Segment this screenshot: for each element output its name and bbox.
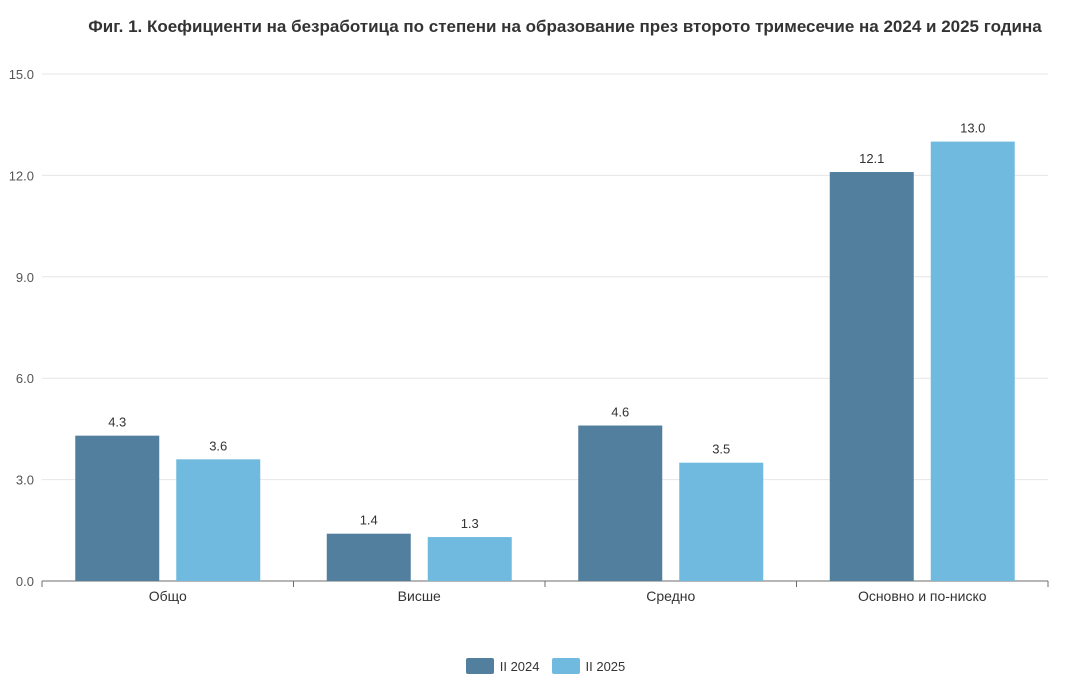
bar-data-label: 1.3 <box>461 516 479 531</box>
legend-item-series-1[interactable]: II 2024 <box>465 658 540 674</box>
bar-data-label: 1.4 <box>360 513 378 528</box>
x-category-label: Средно <box>646 588 695 604</box>
x-category-label: Основно и по-ниско <box>858 588 987 604</box>
bar-data-label: 3.5 <box>712 442 730 457</box>
bar <box>176 459 261 581</box>
y-tick-label: 3.0 <box>16 473 34 488</box>
bar <box>75 435 160 581</box>
x-category-label: Висше <box>398 588 441 604</box>
bar <box>326 533 411 581</box>
y-tick-label: 9.0 <box>16 270 34 285</box>
bar-data-label: 3.6 <box>209 438 227 453</box>
bar-chart: 0.0 3.0 6.0 9.0 12.0 15.0 Общо 4.3 3.6 Висше 1.4 1.… <box>9 67 1049 604</box>
legend-label-series-2: II 2025 <box>585 658 626 674</box>
y-tick-label: 6.0 <box>16 371 34 386</box>
bar-data-label: 13.0 <box>960 121 985 136</box>
bar-data-label: 4.3 <box>108 415 126 430</box>
bar <box>679 462 764 581</box>
y-tick-label: 0.0 <box>16 574 34 589</box>
bar <box>427 537 512 581</box>
y-tick-label: 12.0 <box>9 168 34 183</box>
bar <box>829 172 914 581</box>
bar <box>930 141 1015 581</box>
chart-title: Фиг. 1. Коефициенти на безработица по ст… <box>88 17 1042 36</box>
legend-label-series-1: II 2024 <box>499 658 540 674</box>
legend-swatch-series-2 <box>551 658 580 674</box>
bar-data-label: 4.6 <box>611 405 629 420</box>
x-category-label: Общо <box>149 588 187 604</box>
legend-item-series-2[interactable]: II 2025 <box>551 658 626 674</box>
legend-swatch-series-1 <box>465 658 494 674</box>
bar-data-label: 12.1 <box>859 151 884 166</box>
chart-legend: II 2024 II 2025 <box>0 658 1091 674</box>
bar <box>578 425 663 581</box>
y-tick-label: 15.0 <box>9 67 34 82</box>
